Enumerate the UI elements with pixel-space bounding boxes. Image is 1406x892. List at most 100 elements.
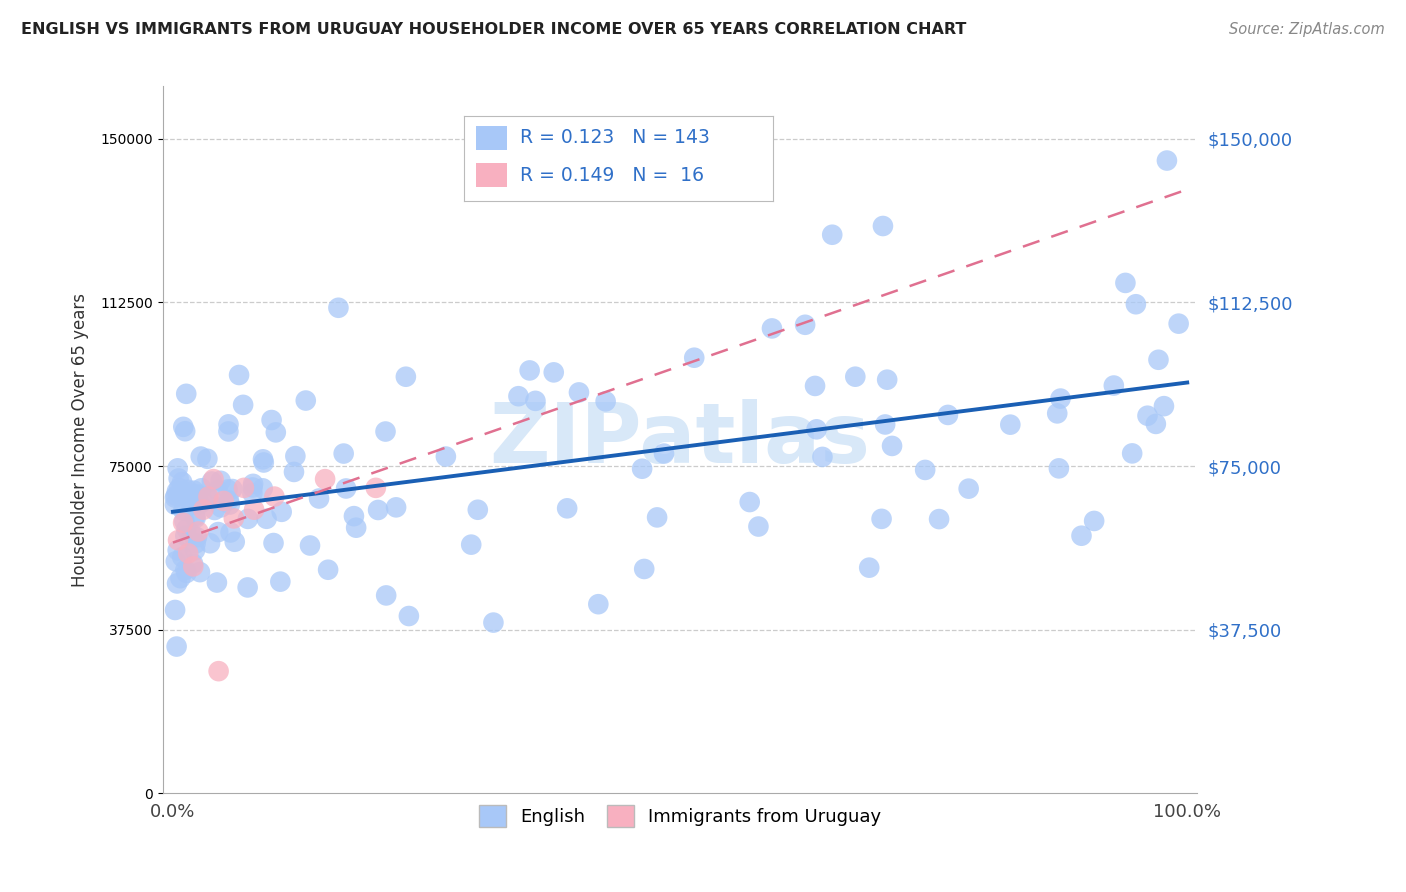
Point xyxy=(806,422,828,436)
Point xyxy=(207,664,229,678)
Point xyxy=(1147,352,1170,367)
Point xyxy=(364,481,387,495)
Point xyxy=(236,512,259,526)
Point xyxy=(1136,409,1159,423)
Point xyxy=(263,490,285,504)
Point xyxy=(205,575,228,590)
Point xyxy=(173,514,195,528)
Point xyxy=(252,481,274,495)
Point xyxy=(181,559,204,574)
Point xyxy=(198,536,221,550)
Point xyxy=(243,502,266,516)
Point xyxy=(1046,406,1069,420)
Point xyxy=(184,536,207,550)
Point xyxy=(256,512,278,526)
Point xyxy=(219,525,242,540)
Point xyxy=(738,495,761,509)
Point xyxy=(928,512,950,526)
Point xyxy=(202,472,225,486)
Point xyxy=(193,502,215,516)
Point xyxy=(191,495,214,509)
Point xyxy=(166,543,188,558)
Point xyxy=(936,408,959,422)
Point xyxy=(880,439,903,453)
Point xyxy=(260,413,283,427)
Point xyxy=(1125,297,1147,311)
Point xyxy=(183,483,205,498)
Point xyxy=(181,527,204,541)
Point xyxy=(163,491,186,505)
Point xyxy=(209,500,232,515)
Text: R = 0.123   N = 143: R = 0.123 N = 143 xyxy=(520,128,710,147)
Point xyxy=(233,481,256,495)
Point xyxy=(460,538,482,552)
Point xyxy=(519,363,541,377)
Point xyxy=(316,563,339,577)
Point xyxy=(184,543,207,558)
Point xyxy=(811,450,834,464)
Point xyxy=(166,484,188,499)
Point xyxy=(1121,446,1143,460)
Text: R = 0.149   N =  16: R = 0.149 N = 16 xyxy=(520,166,703,185)
Point xyxy=(794,318,817,332)
Point xyxy=(167,481,190,495)
Point xyxy=(821,227,844,242)
Point xyxy=(172,516,194,530)
Point xyxy=(176,483,198,497)
Point xyxy=(166,640,188,654)
Point xyxy=(174,424,197,438)
Point xyxy=(177,546,200,560)
Point xyxy=(1070,529,1092,543)
Point xyxy=(1144,417,1167,431)
Point xyxy=(186,488,208,502)
Point xyxy=(875,417,897,432)
Point xyxy=(298,539,321,553)
Point xyxy=(631,461,654,475)
Point xyxy=(174,529,197,543)
Point xyxy=(224,534,246,549)
Point xyxy=(1167,317,1189,331)
FancyBboxPatch shape xyxy=(477,126,508,150)
Point xyxy=(872,219,894,233)
Point xyxy=(228,368,250,382)
Point xyxy=(375,589,398,603)
Point xyxy=(219,498,242,512)
Point xyxy=(1156,153,1178,168)
Point xyxy=(328,301,350,315)
Point xyxy=(308,491,330,506)
Point xyxy=(207,524,229,539)
Point xyxy=(1153,399,1175,413)
Point xyxy=(858,560,880,574)
Point xyxy=(633,562,655,576)
Point xyxy=(217,483,239,497)
Point xyxy=(184,509,207,524)
Point xyxy=(181,557,204,571)
Point xyxy=(232,398,254,412)
Point xyxy=(187,524,209,539)
Point xyxy=(508,389,530,403)
Point xyxy=(176,566,198,580)
Point xyxy=(683,351,706,365)
Point xyxy=(374,425,396,439)
Point xyxy=(252,452,274,467)
Point xyxy=(222,511,245,525)
Point xyxy=(747,519,769,533)
Point xyxy=(263,536,285,550)
Legend: English, Immigrants from Uruguay: English, Immigrants from Uruguay xyxy=(471,797,889,834)
Point xyxy=(186,487,208,501)
Point xyxy=(645,510,668,524)
Point xyxy=(176,522,198,536)
Point xyxy=(957,482,980,496)
Point xyxy=(284,449,307,463)
Point xyxy=(568,385,591,400)
Point xyxy=(269,574,291,589)
Point xyxy=(207,483,229,497)
Point xyxy=(195,451,218,466)
Point xyxy=(180,498,202,512)
Point xyxy=(167,533,190,548)
Point xyxy=(209,474,232,488)
Point xyxy=(172,549,194,564)
Point xyxy=(217,425,239,439)
Point xyxy=(204,503,226,517)
Point xyxy=(332,446,354,460)
